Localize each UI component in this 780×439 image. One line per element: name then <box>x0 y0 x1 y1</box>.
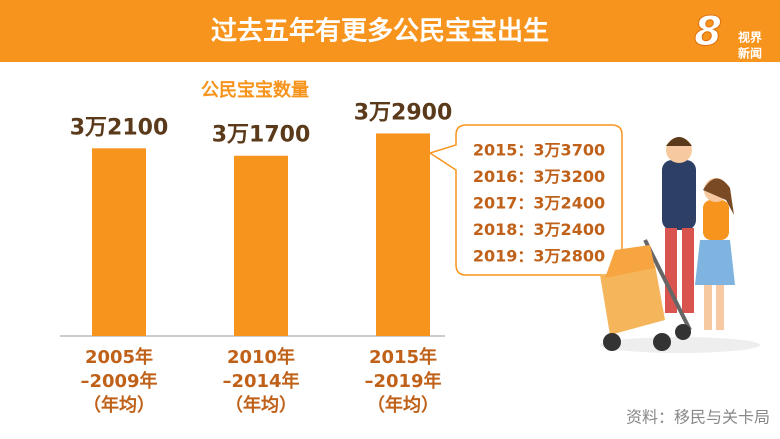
logo-number: 8 <box>694 9 722 55</box>
annotation: 2015：3万3700 <box>473 141 605 160</box>
value-label: 3万2100 <box>70 115 169 140</box>
annotation: 2018：3万2400 <box>473 220 605 239</box>
logo-text: 新闻 <box>738 46 762 61</box>
x-tick-label: 2010年 –2014年 （年均） <box>222 347 300 416</box>
bar <box>376 133 430 336</box>
x-tick-label: 2015年 –2019年 （年均） <box>364 347 442 416</box>
x-tick-label: 2005年 –2009年 （年均） <box>80 347 158 416</box>
header-band <box>0 0 780 62</box>
annotation: 2016：3万3200 <box>473 167 605 186</box>
annotation: 2017：3万2400 <box>473 194 605 213</box>
callout-box <box>428 124 623 276</box>
source: 资料：移民与关卡局 <box>626 408 770 427</box>
chart-subtitle: 公民宝宝数量 <box>201 79 309 101</box>
value-label: 3万2900 <box>354 100 453 125</box>
value-label: 3万1700 <box>212 123 311 148</box>
bar <box>234 155 288 336</box>
logo-text: 视界 <box>738 30 762 45</box>
family-illustration <box>600 137 760 353</box>
chart-title: 过去五年有更多公民宝宝出生 <box>211 16 549 47</box>
bar <box>92 148 146 336</box>
annotation: 2019：3万2800 <box>473 247 605 266</box>
